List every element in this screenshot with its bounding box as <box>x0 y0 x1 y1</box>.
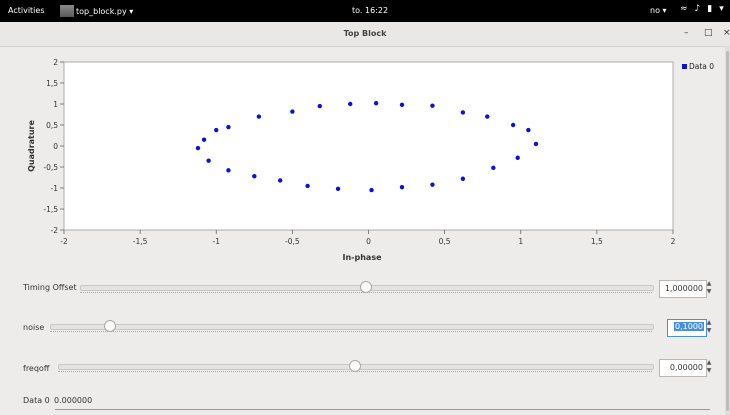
data-point <box>373 100 379 106</box>
x-tick-label: 0 <box>366 237 371 246</box>
readout-divider <box>55 409 710 410</box>
y-tick-label: 0,5 <box>46 121 58 130</box>
x-tick-label: -2 <box>60 237 68 246</box>
y-tick-label: 0 <box>53 142 58 151</box>
x-tick-label: 0,5 <box>439 237 451 246</box>
y-tick-label: -0,5 <box>43 163 58 172</box>
x-axis-label: In-phase <box>343 253 383 262</box>
y-tick-label: 1,5 <box>46 79 58 88</box>
close-button[interactable]: × <box>723 28 730 38</box>
activities-button[interactable]: Activities <box>8 6 45 15</box>
data-point <box>206 158 211 163</box>
vertical-scrollbar[interactable] <box>725 46 730 415</box>
y-tick-label: -1,5 <box>43 205 58 214</box>
freqoff-slider-handle[interactable] <box>349 360 361 372</box>
minimize-button[interactable]: – <box>684 28 689 38</box>
data-point <box>195 145 201 151</box>
language-menu[interactable]: no ▾ <box>650 6 667 15</box>
plot-area <box>63 61 674 231</box>
y-tick-label: -1 <box>51 184 59 193</box>
freqoff-stepper[interactable]: ▲ ▼ <box>706 359 712 374</box>
data-point <box>317 103 322 109</box>
noise-slider-ticks <box>50 329 652 332</box>
timing-offset-value[interactable]: 1,000000 <box>664 284 703 293</box>
data-point <box>491 165 496 171</box>
data-point <box>226 168 231 173</box>
wifi-icon: ≈ <box>680 4 688 14</box>
x-tick-label: -1,5 <box>133 237 148 246</box>
data-point <box>460 176 466 181</box>
data-point <box>485 114 490 119</box>
volume-icon: ♪ <box>694 4 701 14</box>
data-point <box>290 109 295 114</box>
data-point <box>226 124 231 130</box>
freqoff-label: freqoff <box>23 364 50 373</box>
data-point <box>252 174 257 179</box>
data-point <box>305 183 310 189</box>
window-title: Top Block <box>343 29 387 38</box>
timing-offset-slider-handle[interactable] <box>360 281 372 293</box>
data-point <box>277 178 283 183</box>
x-tick-label: -1 <box>213 237 221 246</box>
y-tick-label: 2 <box>53 58 58 67</box>
chevron-down-icon: ▾ <box>719 4 724 14</box>
data-point <box>369 187 374 193</box>
window-titlebar: Top Block – □ × <box>0 22 730 47</box>
data-point <box>201 137 207 142</box>
data-point <box>399 102 405 108</box>
y-axis-label: Quadrature <box>27 120 36 172</box>
noise-slider[interactable] <box>50 324 654 330</box>
noise-spinbox[interactable]: 0,1000 <box>667 319 707 337</box>
x-tick-label: 2 <box>671 237 676 246</box>
noise-slider-handle[interactable] <box>104 320 117 332</box>
scrollbar-thumb[interactable] <box>726 51 729 411</box>
data-point <box>526 127 531 133</box>
data-point <box>256 114 262 119</box>
battery-icon: ▮ <box>707 4 713 14</box>
data-point <box>430 182 435 187</box>
freqoff-spinbox[interactable]: 0,00000 <box>659 359 707 377</box>
system-top-bar: Activities top_block.py ▾ to. 16:22 no ▾… <box>0 0 730 22</box>
app-menu-button[interactable]: top_block.py ▾ <box>60 4 133 18</box>
freqoff-value[interactable]: 0,00000 <box>669 363 703 372</box>
data-point <box>533 141 539 147</box>
data-point <box>348 101 353 107</box>
x-tick-label: 1,5 <box>591 237 603 246</box>
data-point <box>460 110 466 115</box>
timing-offset-label: Timing Offset <box>23 283 77 292</box>
timing-offset-spinbox[interactable]: 1,000000 <box>659 280 707 298</box>
data-point <box>510 122 516 128</box>
app-icon <box>60 5 74 17</box>
legend-marker <box>682 64 687 69</box>
data-point <box>335 186 341 192</box>
legend-label[interactable]: Data 0 <box>689 62 714 71</box>
app-menu-label: top_block.py ▾ <box>76 6 134 16</box>
x-tick-label: 1 <box>518 237 523 246</box>
data0-readout-label: Data 0 <box>23 396 50 405</box>
system-menu[interactable]: ≈ ♪ ▮ ▾ <box>680 4 724 14</box>
data0-readout-value: 0.000000 <box>54 396 93 405</box>
y-tick-label: -2 <box>51 226 59 235</box>
noise-value[interactable]: 0,1000 <box>674 322 704 331</box>
maximize-button[interactable]: □ <box>704 28 713 38</box>
data-point <box>399 184 405 190</box>
timing-offset-stepper[interactable]: ▲ ▼ <box>706 280 712 295</box>
constellation-plot: -2 -1,5 -1 -0,5 0 0,5 1 1,5 2 2 1,5 1 0,5 0 -0,5 -1 -1,… <box>27 58 714 262</box>
x-tick-label: -0,5 <box>285 237 300 246</box>
noise-stepper[interactable]: ▲ ▼ <box>706 319 712 334</box>
data-point <box>214 127 219 133</box>
clock[interactable]: to. 16:22 <box>352 6 389 15</box>
data-point <box>430 103 435 108</box>
data-point <box>515 155 520 160</box>
y-tick-label: 1 <box>53 100 58 109</box>
noise-label: noise <box>23 323 45 332</box>
